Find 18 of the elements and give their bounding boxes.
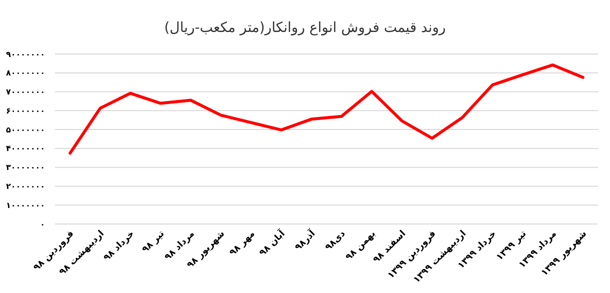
x-tick-label: دی۹۸: [324, 228, 348, 254]
y-tick-label: ۶۰۰۰۰۰۰۰: [6, 106, 45, 116]
y-tick-label: ۷۰۰۰۰۰۰۰: [6, 88, 45, 97]
y-tick-label: ۴۰۰۰۰۰۰۰: [6, 144, 45, 154]
y-tick-label: ۲۰۰۰۰۰۰۰: [6, 182, 45, 192]
x-tick-label: آذر۹۸: [292, 226, 318, 254]
y-tick-label: ۰: [40, 220, 45, 229]
y-tick-label: ۳۰۰۰۰۰۰۰: [6, 163, 45, 172]
x-tick-label: مهر ۹۸: [228, 229, 258, 258]
x-tick-label: خرداد ۹۸: [102, 229, 137, 264]
y-tick-label: ۱۰۰۰۰۰۰۰: [6, 200, 45, 210]
line-series: [68, 63, 584, 155]
chart-title: روند قیمت فروش انواع روانکار(متر مکعب-ریال): [164, 20, 446, 36]
x-tick-label: آبان ۹۸: [256, 227, 288, 259]
y-tick-label: ۹۰۰۰۰۰۰۰: [6, 50, 45, 59]
x-tick-label: تیر ۹۸: [140, 229, 167, 256]
y-tick-label: ۸۰۰۰۰۰۰۰: [6, 68, 45, 78]
y-tick-label: ۵۰۰۰۰۰۰۰: [6, 125, 45, 134]
